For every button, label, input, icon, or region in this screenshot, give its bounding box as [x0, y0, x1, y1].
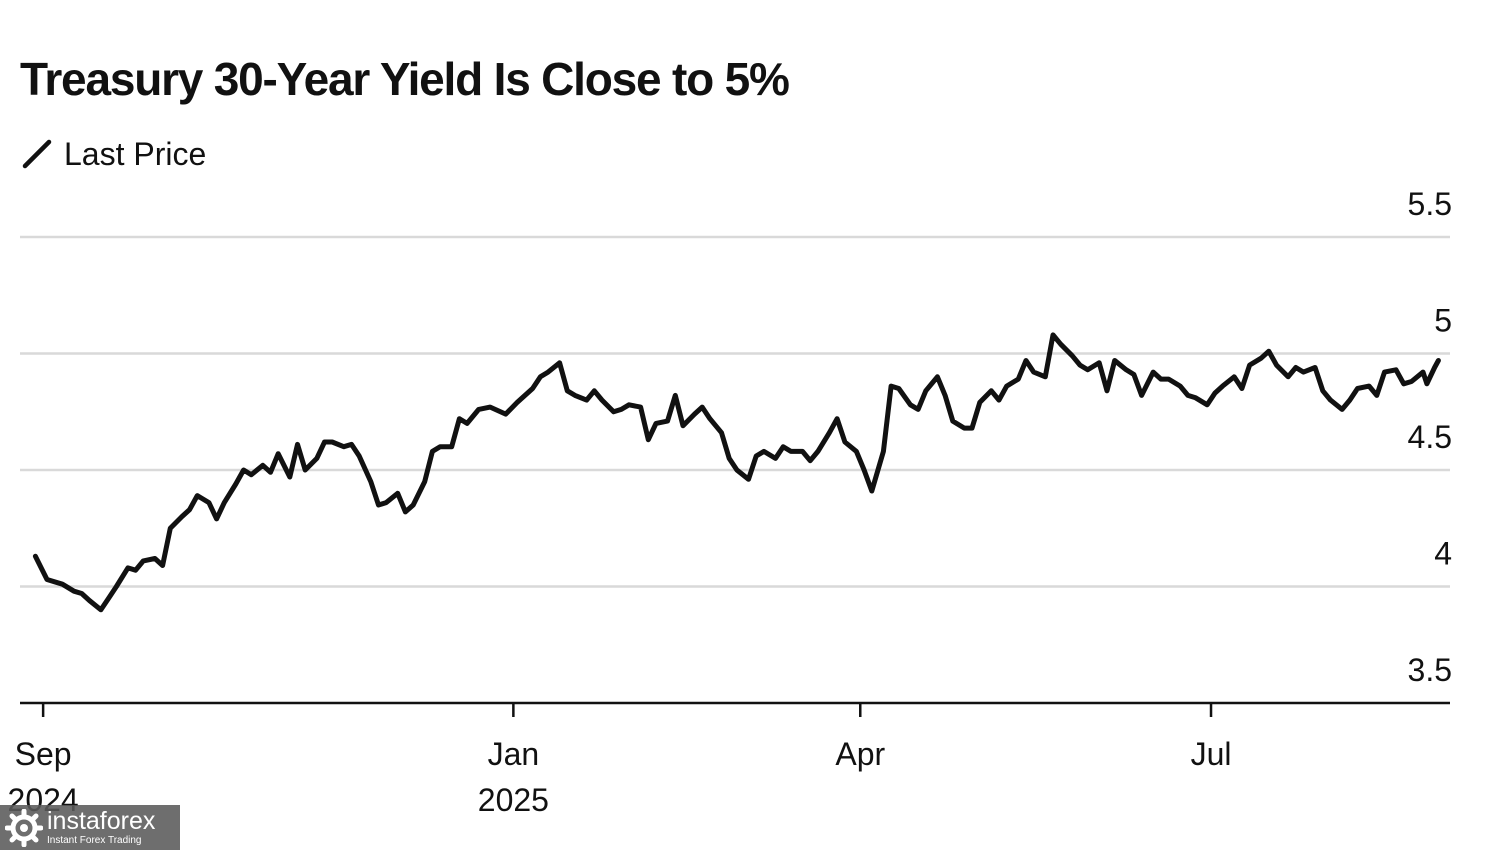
x-tick-label: Jan	[488, 736, 540, 772]
watermark-tagline: Instant Forex Trading	[47, 835, 142, 846]
line-swatch-icon	[22, 139, 52, 169]
y-tick-label: 5.5	[1408, 186, 1452, 222]
y-tick-label: 4.5	[1408, 419, 1452, 455]
watermark-name: instaforex	[47, 807, 156, 835]
y-tick-label: 5	[1434, 303, 1452, 339]
x-tick-label: Sep	[15, 736, 72, 772]
watermark: instaforex Instant Forex Trading	[0, 805, 180, 850]
x-tick-label: Jul	[1191, 736, 1232, 772]
legend: Last Price	[22, 134, 206, 174]
series-line-last-price	[32, 332, 1441, 613]
chart-title: Treasury 30-Year Yield Is Close to 5%	[20, 53, 790, 105]
x-axis-ticks	[41, 703, 1213, 717]
y-tick-label: 4	[1434, 536, 1452, 572]
x-tick-label: Apr	[835, 736, 885, 772]
legend-label: Last Price	[64, 135, 207, 172]
y-axis-labels: 3.5 4 4.5 5 5.5	[1408, 186, 1452, 688]
y-tick-label: 3.5	[1408, 652, 1452, 688]
x-tick-year-label: 2025	[478, 782, 549, 818]
instaforex-logo-icon	[5, 808, 43, 847]
grid-lines	[20, 235, 1450, 588]
